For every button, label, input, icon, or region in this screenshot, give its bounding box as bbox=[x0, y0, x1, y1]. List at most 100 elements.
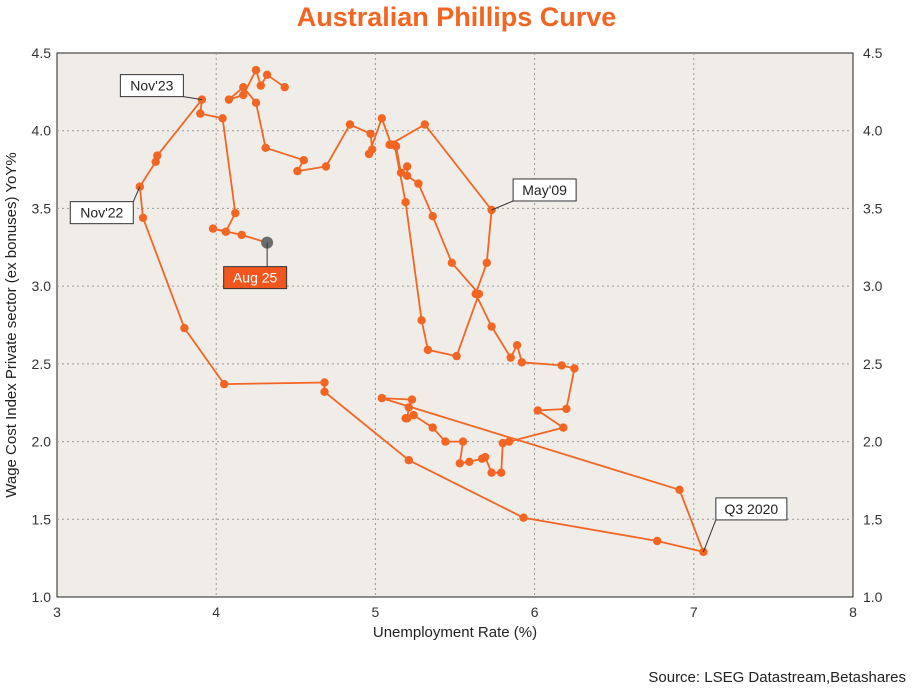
data-point bbox=[320, 387, 329, 396]
data-point bbox=[414, 179, 423, 188]
y-tick-label-left: 1.0 bbox=[32, 589, 52, 605]
data-point bbox=[428, 423, 437, 432]
x-tick-label: 7 bbox=[690, 604, 698, 620]
data-point bbox=[420, 120, 429, 129]
annotations: Nov'23 Nov'22 May'09 Aug 25 Q3 2020 bbox=[69, 74, 788, 553]
data-point bbox=[153, 151, 162, 160]
data-point bbox=[404, 403, 413, 412]
data-point bbox=[519, 513, 528, 522]
data-point bbox=[512, 341, 522, 350]
y-tick-label-left: 1.5 bbox=[32, 511, 52, 527]
annotation-label: Nov'23 bbox=[130, 78, 173, 94]
current-data-point bbox=[261, 236, 274, 249]
y-tick-label-right: 2.5 bbox=[863, 356, 883, 372]
annotation-leader bbox=[491, 200, 514, 211]
y-tick-label-right: 4.0 bbox=[863, 123, 883, 139]
y-tick-label-right: 4.5 bbox=[863, 45, 883, 61]
data-point bbox=[533, 406, 542, 415]
data-point bbox=[487, 322, 496, 331]
data-point bbox=[299, 156, 308, 165]
data-point bbox=[465, 457, 474, 466]
data-point bbox=[498, 438, 507, 448]
data-point bbox=[447, 258, 456, 267]
data-point bbox=[377, 114, 386, 123]
data-point bbox=[477, 454, 487, 463]
data-point bbox=[653, 536, 662, 546]
data-point bbox=[407, 395, 417, 404]
data-point bbox=[251, 98, 261, 107]
y-tick-label-right: 2.0 bbox=[863, 434, 883, 450]
data-point bbox=[220, 379, 229, 389]
annotation-box bbox=[69, 201, 134, 225]
x-tick-label: 8 bbox=[849, 604, 857, 620]
data-point bbox=[396, 168, 406, 177]
annotation-label: Q3 2020 bbox=[724, 501, 778, 517]
x-tick-label: 5 bbox=[372, 604, 380, 620]
data-point bbox=[458, 437, 468, 446]
data-point bbox=[196, 109, 205, 118]
data-point bbox=[487, 205, 496, 215]
data-point bbox=[239, 83, 248, 92]
data-point bbox=[138, 213, 148, 222]
x-tick-label: 4 bbox=[212, 604, 220, 620]
data-point bbox=[180, 323, 189, 333]
data-point bbox=[559, 423, 568, 432]
data-point bbox=[256, 81, 265, 90]
y-tick-label-right: 1.5 bbox=[863, 511, 883, 527]
data-point bbox=[401, 198, 410, 207]
annotation-box bbox=[512, 178, 577, 202]
data-point bbox=[366, 129, 375, 138]
data-point bbox=[208, 224, 218, 233]
data-point bbox=[280, 83, 289, 92]
data-point bbox=[403, 414, 412, 423]
y-tick-label-left: 4.5 bbox=[32, 45, 52, 61]
data-point bbox=[237, 230, 246, 240]
data-point bbox=[557, 361, 566, 370]
y-tick-label-left: 3.0 bbox=[32, 278, 52, 294]
data-point bbox=[497, 468, 506, 477]
data-point bbox=[218, 114, 227, 123]
y-tick-label-right: 1.0 bbox=[863, 589, 883, 605]
y-tick-label-left: 2.0 bbox=[32, 434, 52, 450]
series-layer bbox=[135, 65, 708, 557]
data-point bbox=[221, 227, 230, 236]
data-point bbox=[251, 65, 261, 75]
source-note: Source: LSEG Datastream,Betashares bbox=[648, 669, 906, 686]
y-tick-label-left: 4.0 bbox=[32, 123, 52, 139]
x-axis-label: Unemployment Rate (%) bbox=[373, 624, 537, 641]
data-point bbox=[570, 364, 579, 373]
x-tick-label: 6 bbox=[531, 604, 539, 620]
data-point bbox=[517, 358, 527, 367]
data-point bbox=[261, 143, 270, 152]
data-point bbox=[675, 485, 684, 494]
y-tick-label-right: 3.5 bbox=[863, 200, 883, 216]
y-axis-label: Wage Cost Index Private sector (ex bonus… bbox=[3, 152, 20, 497]
x-tick-label: 3 bbox=[53, 604, 61, 620]
data-point bbox=[321, 162, 331, 171]
data-point bbox=[231, 208, 240, 218]
y-tick-label-left: 2.5 bbox=[32, 356, 52, 372]
data-point bbox=[403, 171, 412, 180]
data-point bbox=[506, 353, 515, 362]
annotation-label: May'09 bbox=[522, 182, 567, 198]
annotation-label: Aug 25 bbox=[233, 270, 278, 286]
data-point bbox=[320, 378, 329, 387]
axis-ticks: 3 4 5 6 7 8 1.0 1.0 1.5 1.5 2.0 2.0 2.5 2.5 3.0 3.0 3.5 3… bbox=[32, 45, 883, 620]
annotation-box bbox=[119, 74, 184, 98]
y-tick-label-right: 3.0 bbox=[863, 278, 883, 294]
data-point bbox=[441, 437, 450, 446]
annotation-box bbox=[715, 497, 788, 521]
annotation-label: Nov'22 bbox=[80, 205, 123, 221]
data-point bbox=[455, 459, 464, 468]
data-point bbox=[409, 410, 418, 420]
data-point bbox=[471, 289, 480, 299]
data-point bbox=[224, 95, 234, 104]
data-point bbox=[417, 316, 426, 325]
data-point bbox=[562, 404, 571, 414]
data-point bbox=[403, 162, 412, 171]
annotation-box bbox=[223, 266, 288, 290]
data-point bbox=[364, 149, 374, 159]
data-point bbox=[504, 437, 514, 446]
gridlines bbox=[57, 53, 853, 597]
